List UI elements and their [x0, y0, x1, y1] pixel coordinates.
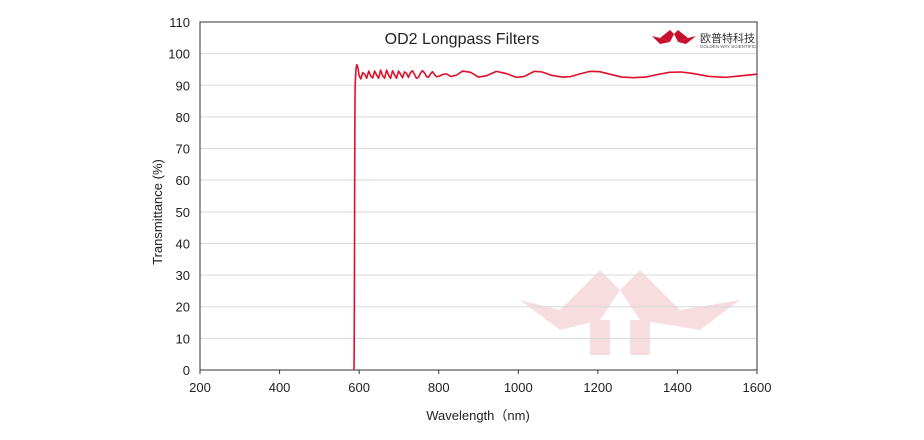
y-tick-label: 0: [183, 363, 190, 378]
y-axis-label: Transmittance (%): [150, 159, 165, 265]
x-axis-ticks: 200 400 600 800 1000 1200 1400 1600: [189, 370, 771, 395]
x-tick-label: 1400: [663, 380, 692, 395]
x-tick-label: 1200: [583, 380, 612, 395]
y-tick-label: 110: [169, 15, 190, 30]
y-tick-label: 20: [176, 300, 190, 315]
gridlines: [200, 53, 757, 339]
x-tick-label: 600: [348, 380, 370, 395]
y-tick-label: 50: [176, 205, 190, 220]
y-tick-label: 30: [176, 268, 190, 283]
y-axis-ticks: 0 10 20 30 40 50 60 70 80 90 100 110: [168, 15, 190, 378]
y-tick-label: 90: [176, 78, 190, 93]
brand-name-cn: 欧普特科技: [700, 31, 755, 45]
y-tick-label: 10: [176, 331, 190, 346]
x-tick-label: 1000: [504, 380, 533, 395]
plot-frame: [199, 21, 758, 371]
y-tick-label: 40: [176, 236, 190, 251]
x-tick-label: 400: [269, 380, 291, 395]
y-tick-label: 70: [176, 142, 190, 157]
transmittance-curve: [353, 63, 758, 371]
x-tick-label: 800: [428, 380, 450, 395]
x-tick-label: 200: [189, 380, 211, 395]
y-tick-label: 60: [176, 173, 190, 188]
y-tick-label: 80: [176, 110, 190, 125]
y-tick-label: 100: [168, 47, 190, 62]
x-tick-label: 1600: [743, 380, 772, 395]
brand-logo: 欧普特科技 GOLDEN WAY SCIENTIFIC: [652, 30, 757, 49]
chart-title: OD2 Longpass Filters: [385, 31, 540, 48]
brand-name-en: GOLDEN WAY SCIENTIFIC: [700, 44, 757, 49]
watermark-logo: [520, 270, 740, 355]
x-axis-label: Wavelength（nm): [426, 408, 530, 423]
